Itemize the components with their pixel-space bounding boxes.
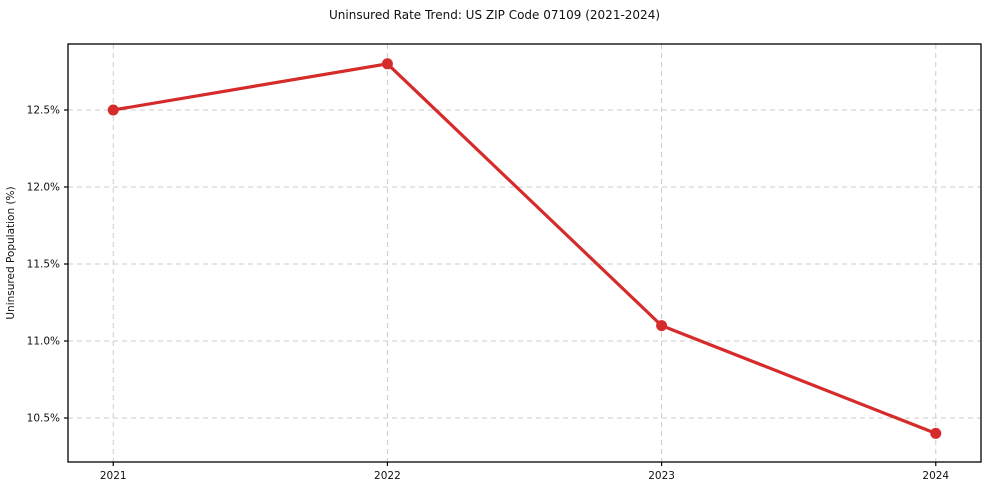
data-point	[107, 104, 119, 116]
data-point	[381, 58, 393, 70]
y-tick-label: 11.0%	[27, 336, 60, 348]
y-tick-label: 12.5%	[27, 105, 60, 117]
x-tick-label: 2022	[374, 470, 401, 482]
trend-line	[111, 62, 938, 436]
x-tick-label: 2024	[922, 470, 949, 482]
data-point	[656, 320, 668, 332]
y-axis-label: Uninsured Population (%)	[5, 186, 17, 319]
y-tick-label: 12.0%	[27, 182, 60, 194]
x-tick-label: 2023	[648, 470, 675, 482]
x-tick-label: 2021	[100, 470, 127, 482]
data-point	[930, 427, 942, 439]
plot-border	[67, 43, 982, 463]
y-tick-label: 10.5%	[27, 413, 60, 425]
y-tick-label: 11.5%	[27, 259, 60, 271]
chart-title: Uninsured Rate Trend: US ZIP Code 07109 …	[328, 8, 661, 22]
